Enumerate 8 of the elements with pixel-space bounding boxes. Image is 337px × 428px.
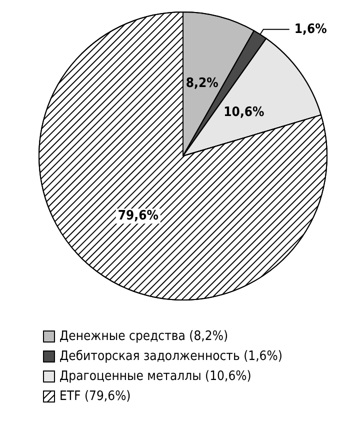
data-label: 1,6% [294,22,328,37]
data-label: 10,6% [224,104,265,120]
legend-label: Денежные средства (8,2%) [60,329,228,344]
legend-label: Драгоценные металлы (10,6%) [60,369,252,384]
data-label: 8,2% [186,76,219,91]
legend-label: ETF (79,6%) [60,389,131,404]
data-label: 79,6% [118,208,159,224]
legend-label: Дебиторская задолженность (1,6%) [60,349,282,364]
